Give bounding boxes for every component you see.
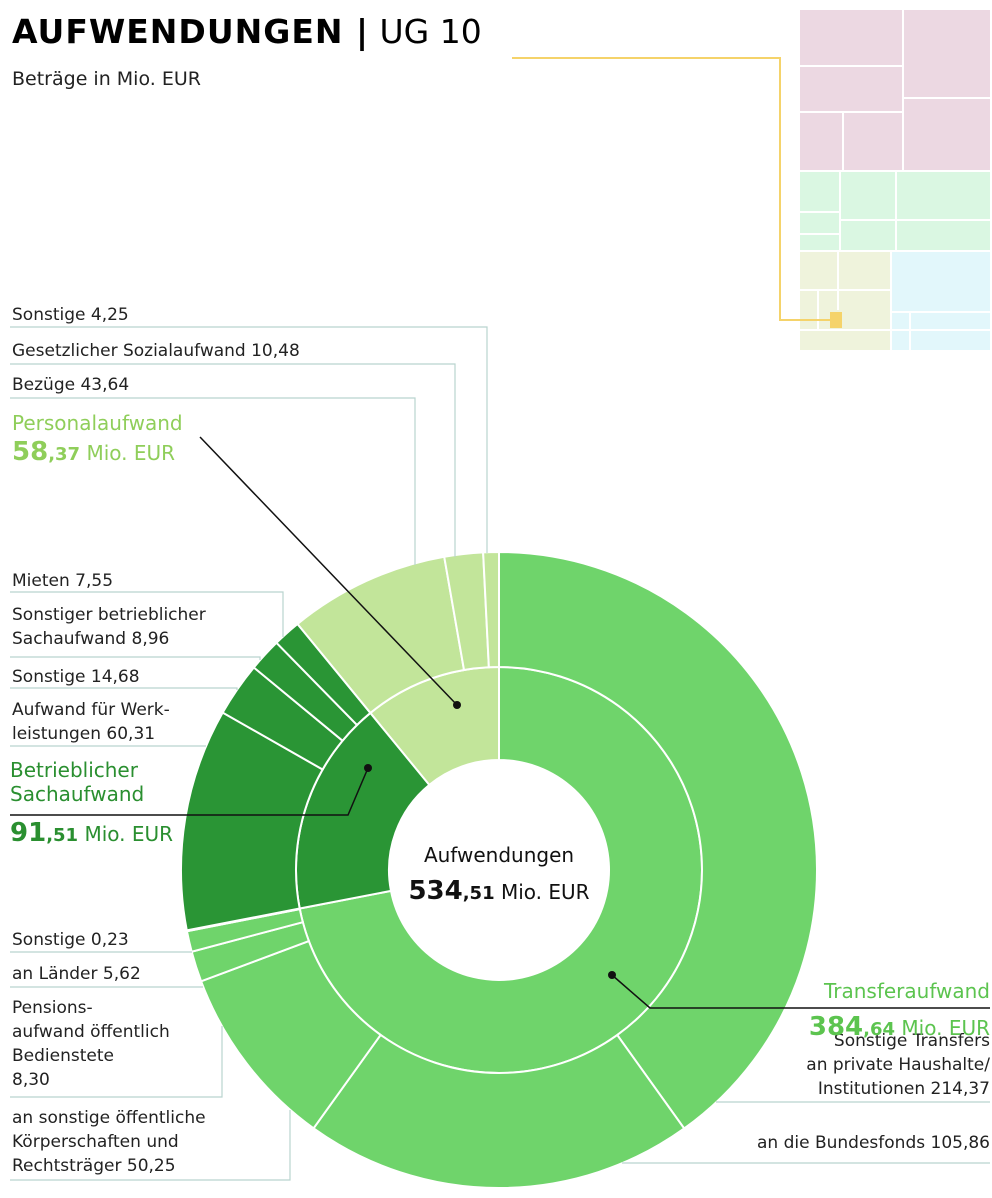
leaf-name: Mieten (12, 571, 70, 591)
leaf-name: an sonstige öffentliche Körperschaften u… (12, 1108, 206, 1176)
leaf-label: Sonstige 0,23 (12, 928, 129, 952)
category-name: Transferaufwand (823, 979, 990, 1003)
leaf-value: 0,23 (90, 930, 129, 950)
leaf-value: 50,25 (126, 1156, 176, 1176)
leaf-value: 10,48 (251, 341, 300, 361)
unit: Mio. EUR (84, 822, 174, 846)
leaf-value: 4,25 (90, 305, 129, 325)
leaf-value: 60,31 (106, 724, 156, 744)
unit: Mio. EUR (500, 880, 590, 904)
leaf-value: 43,64 (80, 375, 130, 395)
category-leader (10, 767, 369, 816)
leaf-label: Sonstiger betrieblicher Sachaufwand 8,96 (12, 603, 206, 651)
category-leader (199, 436, 458, 706)
value-label: 384,64 (808, 1012, 896, 1042)
leaf-label: an sonstige öffentliche Körperschaften u… (12, 1106, 206, 1178)
category-value: 91,51 Mio. EUR (10, 818, 173, 848)
leader-dot (608, 971, 616, 979)
leader-line (10, 1026, 223, 1098)
leaf-name: Sonstige (12, 305, 86, 325)
outer-segment (498, 550, 818, 1130)
leaf-label: Aufwand für Werk- leistungen 60,31 (12, 698, 170, 746)
category-leader (611, 974, 990, 1009)
leader-line (10, 656, 261, 660)
leaf-name: Gesetzlicher Sozialaufwand (12, 341, 246, 361)
category-name: Betrieblicher Sachaufwand (10, 758, 145, 806)
leader-line (10, 326, 488, 553)
unit: Mio. EUR (86, 441, 176, 465)
unit: Mio. EUR (901, 1016, 990, 1040)
leaf-name: Sonstige Transfers an private Haushalte/… (806, 1031, 990, 1099)
center-hole (389, 760, 609, 980)
leader-line (10, 397, 416, 565)
leaf-name: an Länder (12, 964, 98, 984)
leaf-label: Sonstige 4,25 (12, 303, 129, 327)
leaf-name: Sonstige (12, 667, 86, 687)
leaf-label: an die Bundesfonds 105,86 (757, 1131, 990, 1155)
value-label: 534,51 (408, 876, 495, 906)
leaf-label: Sonstige 14,68 (12, 665, 140, 689)
leaf-value: 14,68 (90, 667, 140, 687)
outer-segment (482, 550, 500, 669)
leaf-value: 7,55 (75, 571, 114, 591)
leaf-name: Bezüge (12, 375, 76, 395)
treemap-icon (512, 10, 990, 350)
leaf-name: Sonstige (12, 930, 86, 950)
category-value: 58,37 Mio. EUR (12, 437, 175, 467)
value-label: 91,51 (10, 818, 79, 848)
category-value: 384,64 Mio. EUR (809, 1012, 990, 1042)
value-label: 58,37 (12, 437, 81, 467)
center-label: Aufwendungen (423, 843, 575, 867)
leaf-name: an die Bundesfonds (757, 1133, 926, 1153)
leaf-label: Gesetzlicher Sozialaufwand 10,48 (12, 339, 300, 363)
title: AUFWENDUNGEN | UG 10 (12, 12, 482, 51)
subtitle: Beträge in Mio. EUR (12, 68, 201, 90)
leaf-value: 105,86 (930, 1133, 990, 1153)
title-suffix: UG 10 (379, 12, 482, 51)
leaf-label: an Länder 5,62 (12, 962, 141, 986)
leader-line (10, 591, 284, 637)
leaf-name: Sonstiger betrieblicher Sachaufwand (12, 605, 206, 649)
leader-line (10, 687, 238, 690)
leaf-value: 214,37 (930, 1079, 990, 1099)
leaf-name: Aufwand für Werk- leistungen (12, 700, 170, 744)
leaf-label: Sonstige Transfers an private Haushalte/… (806, 1029, 990, 1101)
leader-dot (364, 764, 372, 772)
leader-line (10, 1110, 291, 1181)
center-total: 534,51 Mio. EUR (389, 876, 609, 906)
outer-segment (312, 1033, 686, 1189)
title-main: AUFWENDUNGEN | (12, 12, 370, 51)
leaf-label: Pensions- aufwand öffentlich Bedienstete… (12, 996, 170, 1092)
leaf-name: Pensions- aufwand öffentlich Bedienstete (12, 998, 170, 1066)
leader-dot (453, 701, 461, 709)
category-name: Personalaufwand (12, 411, 183, 435)
leaf-label: Bezüge 43,64 (12, 373, 129, 397)
leaf-value: 8,30 (12, 1070, 50, 1090)
leaf-value: 5,62 (102, 964, 141, 984)
leaf-value: 8,96 (131, 629, 170, 649)
leader-line (10, 363, 456, 557)
leaf-label: Mieten 7,55 (12, 569, 113, 593)
